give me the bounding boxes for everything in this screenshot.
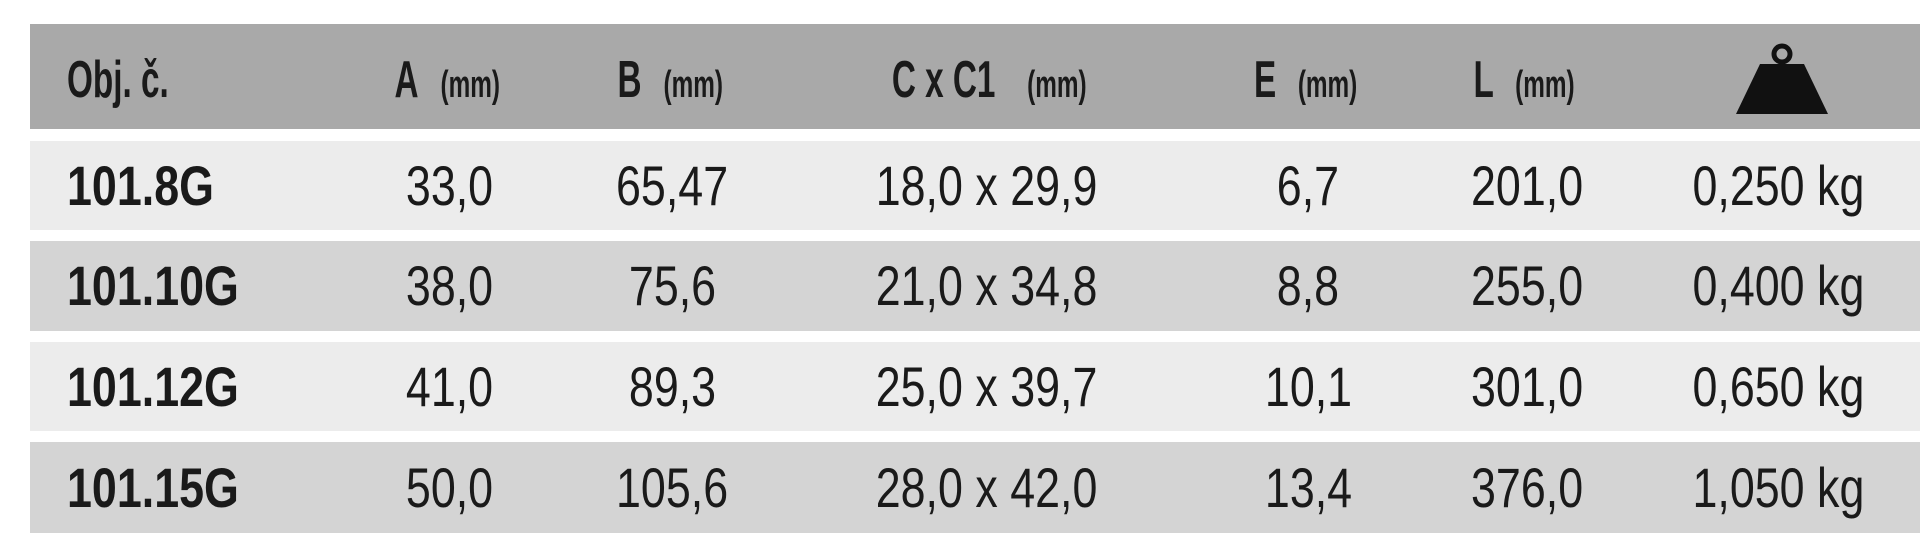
cell-text: 21,0 x 34,8 [876,254,1098,317]
header-text: C x C1 (mm) [879,50,1094,115]
column-header: Obj. č. [67,50,387,110]
cell-text: 101.8G [67,154,214,217]
cell-text: 65,47 [615,154,729,217]
header-text: B (mm) [614,50,730,115]
row-band [30,141,1920,230]
table-cell: 6,7 [1148,156,1468,216]
column-header: E (mm) [1148,50,1468,110]
table-cell: 0,250 kg [1618,156,1920,216]
weight-icon [1736,43,1828,114]
table-cell: 376,0 [1367,458,1687,518]
header-unit: (mm) [663,64,723,106]
cell-text: 38,0 [405,254,493,317]
header-label: E [1253,51,1277,109]
header-label: C x C1 [892,51,996,109]
table-cell: 50,0 [289,458,609,518]
table-cell: 13,4 [1148,458,1468,518]
column-header: C x C1 (mm) [827,50,1147,110]
table-cell: 101.10G [67,256,387,316]
cell-text: 201,0 [1470,154,1584,217]
header-text: Obj. č. [67,50,194,110]
cell-text: 28,0 x 42,0 [876,456,1098,519]
header-label: Obj. č. [67,51,169,109]
cell-text: 75,6 [628,254,716,317]
row-band [30,342,1920,431]
table-cell: 21,0 x 34,8 [827,256,1147,316]
cell-text: 0,650 kg [1692,355,1864,418]
column-header: B (mm) [512,50,832,110]
table-cell: 75,6 [512,256,832,316]
table-cell: 25,0 x 39,7 [827,357,1147,417]
cell-text: 33,0 [405,154,493,217]
cell-text: 101.15G [67,456,239,519]
cell-text: 18,0 x 29,9 [876,154,1098,217]
header-text: E (mm) [1251,50,1365,115]
table-cell: 0,650 kg [1618,357,1920,417]
table-cell: 301,0 [1367,357,1687,417]
cell-text: 101.12G [67,355,239,418]
cell-text: 0,250 kg [1692,154,1864,217]
header-unit: (mm) [1297,64,1358,106]
header-row [30,24,1920,129]
table-cell: 38,0 [289,256,609,316]
table-cell: 101.12G [67,357,387,417]
table-cell: 41,0 [289,357,609,417]
column-header: A (mm) [289,50,609,110]
cell-text: 10,1 [1264,355,1352,418]
cell-text: 301,0 [1470,355,1584,418]
table-cell: 89,3 [512,357,832,417]
cell-text: 6,7 [1276,154,1340,217]
cell-text: 255,0 [1470,254,1584,317]
header-unit: (mm) [1515,64,1576,106]
table-cell: 33,0 [289,156,609,216]
header-text: A (mm) [391,50,507,115]
table-cell: 101.8G [67,156,387,216]
row-band [30,241,1920,331]
table-cell: 18,0 x 29,9 [827,156,1147,216]
header-unit: (mm) [440,64,500,106]
table-cell: 201,0 [1367,156,1687,216]
cell-text: 8,8 [1276,254,1340,317]
cell-text: 13,4 [1264,456,1352,519]
table-cell: 65,47 [512,156,832,216]
table-cell: 255,0 [1367,256,1687,316]
cell-text: 376,0 [1470,456,1584,519]
table-cell: 101.15G [67,458,387,518]
row-band [30,442,1920,533]
header-unit: (mm) [1027,64,1088,106]
cell-text: 25,0 x 39,7 [876,355,1098,418]
table-cell: 8,8 [1148,256,1468,316]
header-label: L [1473,51,1495,109]
table-cell: 10,1 [1148,357,1468,417]
table-cell: 1,050 kg [1618,458,1920,518]
cell-text: 105,6 [615,456,729,519]
cell-text: 50,0 [405,456,493,519]
header-label: B [617,51,642,109]
table-cell: 0,400 kg [1618,256,1920,316]
column-header: L (mm) [1367,50,1687,110]
cell-text: 89,3 [628,355,716,418]
table-cell: 28,0 x 42,0 [827,458,1147,518]
cell-text: 1,050 kg [1692,456,1864,519]
table-cell: 105,6 [512,458,832,518]
header-text: L (mm) [1471,50,1582,115]
cell-text: 101.10G [67,254,239,317]
header-label: A [394,51,419,109]
cell-text: 41,0 [405,355,493,418]
cell-text: 0,400 kg [1692,254,1864,317]
